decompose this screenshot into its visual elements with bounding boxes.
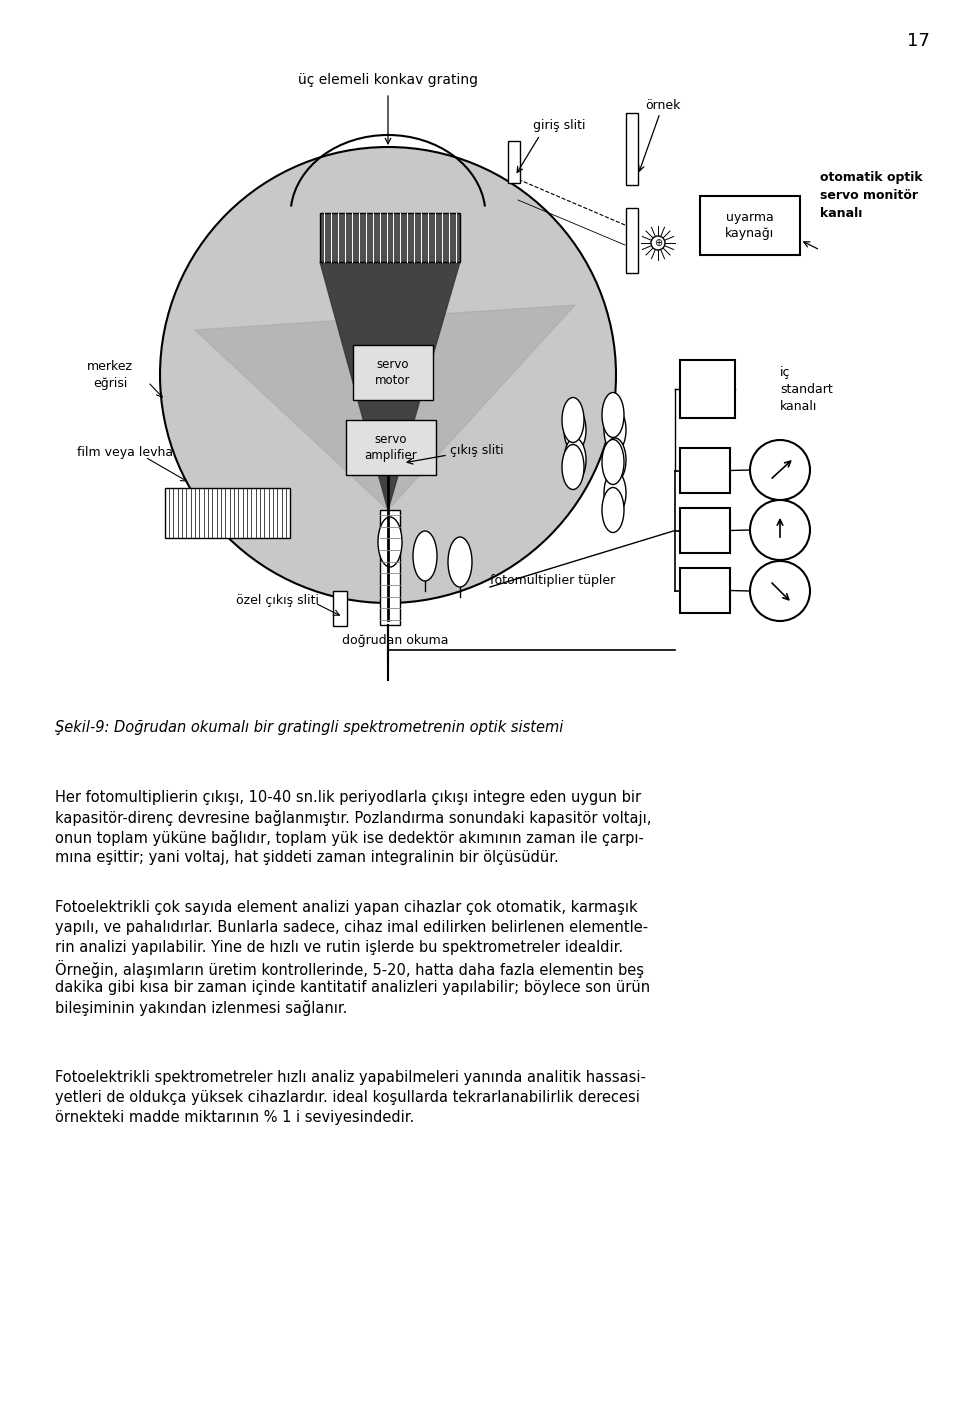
Text: örnek: örnek: [645, 98, 681, 111]
Bar: [680, 361, 735, 418]
Polygon shape: [195, 305, 575, 510]
Text: çıkış sliti: çıkış sliti: [450, 443, 504, 456]
Circle shape: [750, 500, 810, 560]
Text: ⊕: ⊕: [654, 238, 662, 248]
Bar: [680, 447, 730, 493]
Text: yapılı, ve pahalıdırlar. Bunlarla sadece, cihaz imal edilirken belirlenen elemen: yapılı, ve pahalıdırlar. Bunlarla sadece…: [55, 921, 648, 935]
Ellipse shape: [562, 398, 584, 443]
Ellipse shape: [602, 392, 624, 437]
Bar: [346, 420, 436, 475]
Bar: [700, 197, 800, 255]
Text: onun toplam yüküne bağlıdır, toplam yük ise dedektör akımının zaman ile çarpı-: onun toplam yüküne bağlıdır, toplam yük …: [55, 829, 644, 846]
Text: özel çıkış sliti: özel çıkış sliti: [235, 593, 319, 607]
Text: rin analizi yapılabilir. Yine de hızlı ve rutin işlerde bu spektrometreler ideal: rin analizi yapılabilir. Yine de hızlı v…: [55, 940, 623, 955]
Text: otomatik optik
servo monitör
kanalı: otomatik optik servo monitör kanalı: [820, 171, 923, 219]
Bar: [508, 141, 520, 182]
Text: Şekil-9: Doğrudan okumalı bir gratingli spektrometrenin optik sistemi: Şekil-9: Doğrudan okumalı bir gratingli …: [55, 720, 564, 735]
Text: fotomultiplier tüpler: fotomultiplier tüpler: [490, 573, 615, 587]
Text: bileşiminin yakından izlenmesi sağlanır.: bileşiminin yakından izlenmesi sağlanır.: [55, 1000, 348, 1016]
Text: dakika gibi kısa bir zaman içinde kantitatif analizleri yapılabilir; böylece son: dakika gibi kısa bir zaman içinde kantit…: [55, 980, 650, 995]
Ellipse shape: [413, 532, 437, 581]
Ellipse shape: [562, 445, 584, 490]
Text: film veya levha: film veya levha: [77, 446, 173, 459]
Text: Fotoelektrikli çok sayıda element analizi yapan cihazlar çok otomatik, karmaşık: Fotoelektrikli çok sayıda element analiz…: [55, 901, 637, 915]
Text: kapasitör-direnç devresine bağlanmıştır. Pozlandırma sonundaki kapasitör voltajı: kapasitör-direnç devresine bağlanmıştır.…: [55, 809, 652, 826]
Bar: [165, 487, 290, 539]
Bar: [626, 208, 638, 274]
Ellipse shape: [604, 472, 626, 514]
Ellipse shape: [604, 437, 626, 482]
Text: merkez
eğrisi: merkez eğrisi: [87, 361, 133, 390]
Text: Her fotomultiplierin çıkışı, 10-40 sn.lik periyodlarla çıkışı integre eden uygun: Her fotomultiplierin çıkışı, 10-40 sn.li…: [55, 789, 641, 805]
Bar: [333, 591, 347, 626]
Text: Fotoelektrikli spektrometreler hızlı analiz yapabilmeleri yanında analitik hassa: Fotoelektrikli spektrometreler hızlı ana…: [55, 1070, 646, 1084]
Ellipse shape: [602, 439, 624, 484]
Text: iç
standart
kanalı: iç standart kanalı: [780, 365, 832, 412]
Ellipse shape: [604, 408, 626, 452]
Ellipse shape: [378, 517, 402, 567]
Bar: [680, 569, 730, 613]
Text: yetleri de oldukça yüksek cihazlardır. ideal koşullarda tekrarlanabilirlik derec: yetleri de oldukça yüksek cihazlardır. i…: [55, 1090, 640, 1104]
Text: uyarma
kaynağı: uyarma kaynağı: [726, 211, 775, 239]
Text: giriş sliti: giriş sliti: [533, 118, 586, 131]
Text: doğrudan okuma: doğrudan okuma: [342, 634, 448, 647]
Text: mına eşittir; yani voltaj, hat şiddeti zaman integralinin bir ölçüsüdür.: mına eşittir; yani voltaj, hat şiddeti z…: [55, 849, 559, 865]
Circle shape: [160, 147, 616, 603]
Bar: [380, 510, 400, 626]
Ellipse shape: [602, 487, 624, 533]
Ellipse shape: [564, 408, 586, 452]
Text: 17: 17: [907, 31, 930, 50]
Bar: [626, 113, 638, 185]
Bar: [353, 345, 433, 400]
Circle shape: [750, 440, 810, 500]
Bar: [680, 507, 730, 553]
Bar: [320, 212, 460, 262]
Circle shape: [750, 561, 810, 621]
Ellipse shape: [564, 437, 586, 482]
Text: servo
amplifier: servo amplifier: [365, 433, 418, 462]
Text: örnekteki madde miktarının % 1 i seviyesindedir.: örnekteki madde miktarının % 1 i seviyes…: [55, 1110, 415, 1124]
Polygon shape: [320, 262, 460, 510]
Text: servo
motor: servo motor: [375, 358, 411, 388]
Text: Örneğin, alaşımların üretim kontrollerinde, 5-20, hatta daha fazla elementin beş: Örneğin, alaşımların üretim kontrollerin…: [55, 960, 644, 978]
Text: üç elemeli konkav grating: üç elemeli konkav grating: [298, 73, 478, 87]
Ellipse shape: [448, 537, 472, 587]
Circle shape: [651, 237, 665, 249]
